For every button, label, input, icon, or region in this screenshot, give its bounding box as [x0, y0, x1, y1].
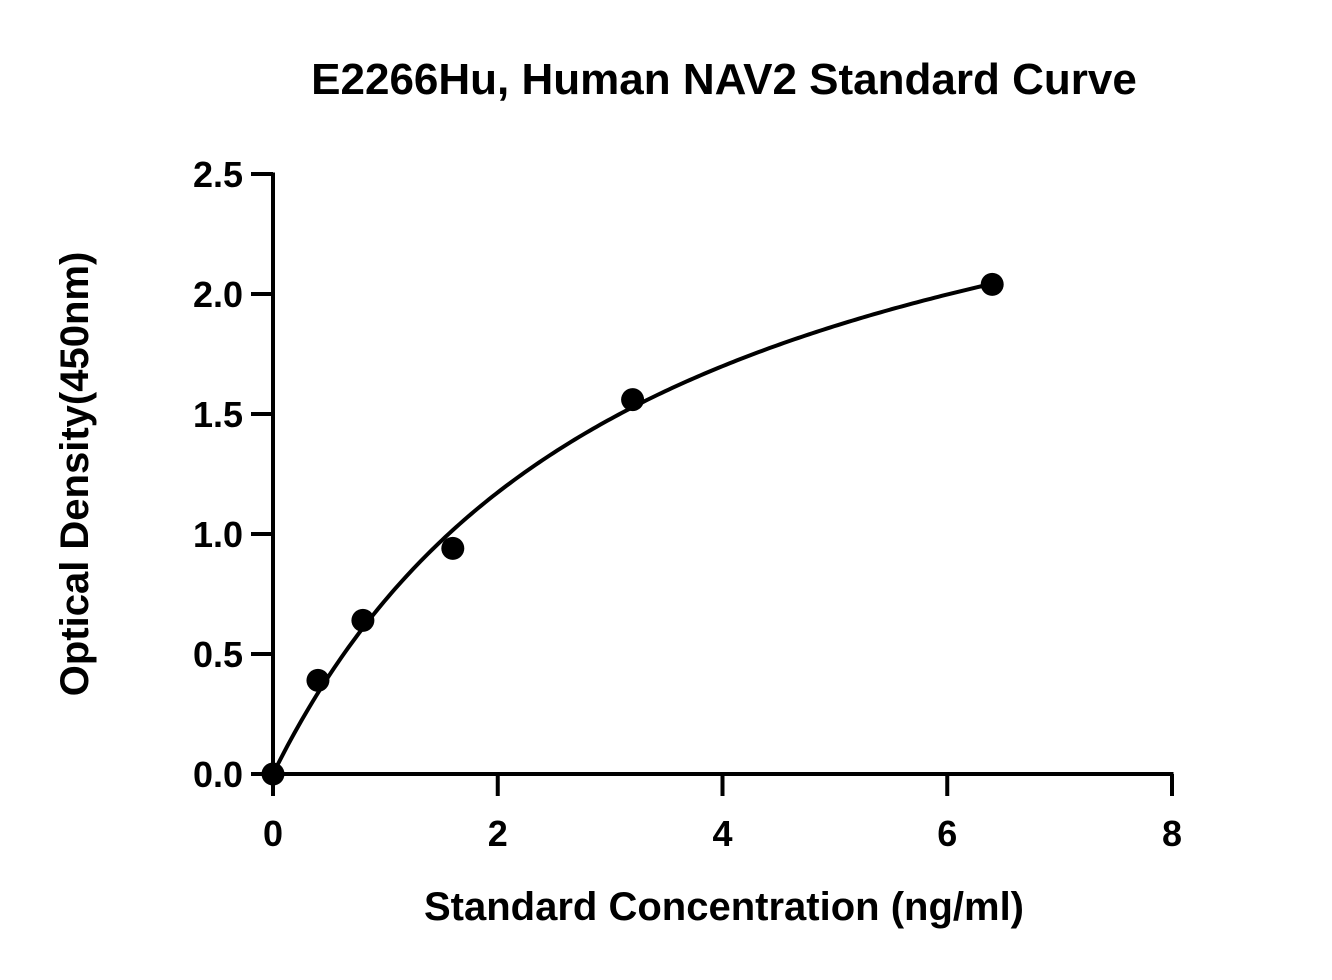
- data-point: [980, 272, 1004, 296]
- x-tick-label: 0: [263, 813, 283, 854]
- axes: [271, 172, 1174, 776]
- ticks: 0 2 4 6 8 0.0 0.5 1.0 1.5 2.0 2.5: [193, 154, 1182, 854]
- x-tick-label: 6: [937, 813, 957, 854]
- y-tick-label: 0.5: [193, 634, 243, 675]
- y-tick-label: 1.5: [193, 394, 243, 435]
- x-axis-label: Standard Concentration (ng/ml): [424, 885, 1024, 929]
- chart-title: E2266Hu, Human NAV2 Standard Curve: [311, 55, 1137, 104]
- y-axis-label: Optical Density(450nm): [53, 252, 97, 697]
- data-point: [306, 668, 330, 692]
- data-points: [261, 272, 1004, 786]
- x-tick-label: 4: [712, 813, 732, 854]
- y-tick-label: 2.5: [193, 154, 243, 195]
- y-tick-label: 2.0: [193, 274, 243, 315]
- y-tick-label: 1.0: [193, 514, 243, 555]
- data-point: [351, 608, 375, 632]
- fit-curve-line: [271, 281, 993, 775]
- fit-curve-group: [271, 281, 993, 775]
- x-tick-label: 2: [488, 813, 508, 854]
- y-tick-label: 0.0: [193, 754, 243, 795]
- data-point: [261, 762, 285, 786]
- data-point: [621, 388, 645, 412]
- x-tick-label: 8: [1162, 813, 1182, 854]
- data-point: [441, 536, 465, 560]
